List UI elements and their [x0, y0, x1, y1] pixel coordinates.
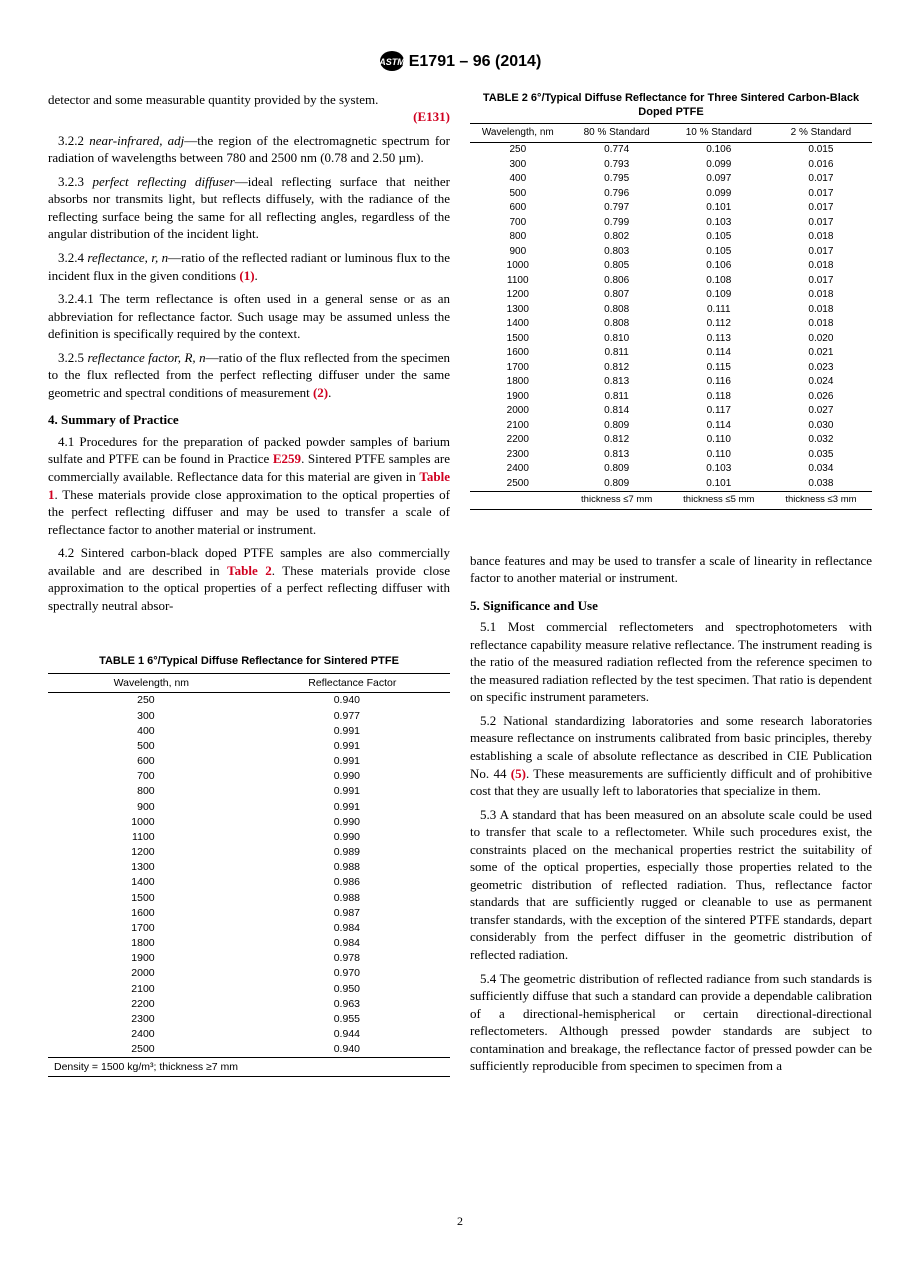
- table-row: 16000.8110.1140.021: [470, 346, 872, 361]
- table-row: 20000.970: [48, 966, 450, 981]
- table-row: 21000.8090.1140.030: [470, 418, 872, 433]
- table-row: 11000.8060.1080.017: [470, 273, 872, 288]
- table-row: 4000.991: [48, 723, 450, 738]
- table-2-foot-2: thickness ≤3 mm: [770, 491, 872, 509]
- ref-e131: (E131): [48, 108, 450, 126]
- table-1: TABLE 1 6°/Typical Diffuse Reflectance f…: [48, 654, 450, 1077]
- astm-logo-icon: ASTM: [379, 50, 405, 72]
- para-3.2.5: 3.2.5 reflectance factor, R, n—ratio of …: [48, 349, 450, 402]
- table-row: 23000.955: [48, 1011, 450, 1026]
- para-3.2.4.1: 3.2.4.1 The term reflectance is often us…: [48, 290, 450, 343]
- heading-5: 5. Significance and Use: [470, 597, 872, 615]
- para-4.1: 4.1 Procedures for the preparation of pa…: [48, 433, 450, 538]
- para-5.3: 5.3 A standard that has been measured on…: [470, 806, 872, 964]
- para-4.2: 4.2 Sintered carbon-black doped PTFE sam…: [48, 544, 450, 614]
- table-row: 24000.8090.1030.034: [470, 462, 872, 477]
- table-row: 14000.986: [48, 875, 450, 890]
- page-header: ASTM E1791 – 96 (2014): [48, 50, 872, 73]
- table-2-col-2: 2 % Standard: [770, 124, 872, 143]
- table-row: 19000.978: [48, 951, 450, 966]
- table-row: 16000.987: [48, 905, 450, 920]
- table-1-col-wavelength: Wavelength, nm: [48, 673, 255, 692]
- table-row: 5000.991: [48, 738, 450, 753]
- table-row: 2500.940: [48, 692, 450, 708]
- table-row: 7000.990: [48, 769, 450, 784]
- para-3.2.4: 3.2.4 reflectance, r, n—ratio of the ref…: [48, 249, 450, 284]
- table-row: 22000.8120.1100.032: [470, 433, 872, 448]
- table-row: 3000.7930.0990.016: [470, 157, 872, 172]
- table-row: 17000.8120.1150.023: [470, 360, 872, 375]
- table-2-foot-80: thickness ≤7 mm: [566, 491, 668, 509]
- table-row: 18000.8130.1160.024: [470, 375, 872, 390]
- para-cont: detector and some measurable quantity pr…: [48, 91, 450, 109]
- table-row: 2500.7740.1060.015: [470, 142, 872, 157]
- table-row: 17000.984: [48, 920, 450, 935]
- para-5.2: 5.2 National standardizing laboratories …: [470, 712, 872, 800]
- para-5.1: 5.1 Most commercial reflectometers and s…: [470, 618, 872, 706]
- table-row: 8000.991: [48, 784, 450, 799]
- table-row: 9000.8030.1050.017: [470, 244, 872, 259]
- para-3.2.2: 3.2.2 near-infrared, adj—the region of t…: [48, 132, 450, 167]
- table-row: 6000.991: [48, 754, 450, 769]
- table-2-caption: TABLE 2 6°/Typical Diffuse Reflectance f…: [470, 91, 872, 124]
- table-row: 7000.7990.1030.017: [470, 215, 872, 230]
- table-row: 9000.991: [48, 799, 450, 814]
- table-2-foot-10: thickness ≤5 mm: [668, 491, 770, 509]
- table-row: 10000.990: [48, 814, 450, 829]
- table-row: 23000.8130.1100.035: [470, 447, 872, 462]
- table-row: 15000.8100.1130.020: [470, 331, 872, 346]
- para-3.2.3: 3.2.3 perfect reflecting diffuser—ideal …: [48, 173, 450, 243]
- table-1-caption: TABLE 1 6°/Typical Diffuse Reflectance f…: [48, 654, 450, 672]
- doc-id: E1791 – 96 (2014): [409, 53, 542, 70]
- svg-text:ASTM: ASTM: [379, 57, 405, 67]
- table-row: 25000.940: [48, 1042, 450, 1058]
- table-row: 20000.8140.1170.027: [470, 404, 872, 419]
- table-row: 5000.7960.0990.017: [470, 186, 872, 201]
- table-row: 11000.990: [48, 829, 450, 844]
- para-4.2-cont: bance features and may be used to transf…: [470, 552, 872, 587]
- table-row: 12000.8070.1090.018: [470, 288, 872, 303]
- table-row: 21000.950: [48, 981, 450, 996]
- table-2-col-80: 80 % Standard: [566, 124, 668, 143]
- table-row: 15000.988: [48, 890, 450, 905]
- table-2: TABLE 2 6°/Typical Diffuse Reflectance f…: [470, 91, 872, 510]
- page-number: 2: [48, 1213, 872, 1229]
- table-row: 4000.7950.0970.017: [470, 172, 872, 187]
- table-row: 14000.8080.1120.018: [470, 317, 872, 332]
- table-row: 8000.8020.1050.018: [470, 230, 872, 245]
- table-row: 22000.963: [48, 996, 450, 1011]
- table-row: 10000.8050.1060.018: [470, 259, 872, 274]
- table-row: 18000.984: [48, 936, 450, 951]
- table-2-col-10: 10 % Standard: [668, 124, 770, 143]
- table-row: 6000.7970.1010.017: [470, 201, 872, 216]
- table-1-col-reflectance: Reflectance Factor: [255, 673, 450, 692]
- table-row: 13000.988: [48, 860, 450, 875]
- table-row: 25000.8090.1010.038: [470, 476, 872, 491]
- table-row: 12000.989: [48, 845, 450, 860]
- table-row: 3000.977: [48, 708, 450, 723]
- table-1-foot: Density = 1500 kg/m³; thickness ≥7 mm: [48, 1057, 450, 1076]
- table-row: 13000.8080.1110.018: [470, 302, 872, 317]
- heading-4: 4. Summary of Practice: [48, 411, 450, 429]
- para-5.4: 5.4 The geometric distribution of reflec…: [470, 970, 872, 1075]
- table-row: 24000.944: [48, 1027, 450, 1042]
- table-2-col-wavelength: Wavelength, nm: [470, 124, 566, 143]
- table-row: 19000.8110.1180.026: [470, 389, 872, 404]
